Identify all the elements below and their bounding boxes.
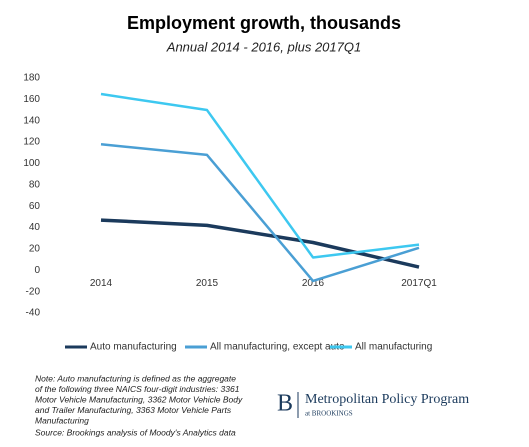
y-tick-label: -20 <box>26 286 41 297</box>
brand-name: Metropolitan Policy Program <box>305 392 469 407</box>
series-line <box>100 142 420 283</box>
note-line: of the following three NAICS four-digit … <box>35 384 240 394</box>
source: Source: Brookings analysis of Moody's An… <box>35 427 236 437</box>
x-tick-label: 2015 <box>196 278 219 289</box>
note-line: Motor Vehicle Manufacturing, 3362 Motor … <box>35 394 243 404</box>
x-tick-label: 2017Q1 <box>401 278 437 289</box>
y-tick-label: 40 <box>29 222 41 233</box>
brand-sub: at BROOKINGS <box>305 410 353 418</box>
note-line: and Trailer Manufacturing, 3363 Motor Ve… <box>35 405 232 415</box>
y-tick-label: 160 <box>23 94 40 105</box>
chart-subtitle: Annual 2014 - 2016, plus 2017Q1 <box>166 39 361 54</box>
x-tick-label: 2016 <box>302 278 325 289</box>
y-tick-label: 100 <box>23 158 40 169</box>
chart-title: Employment growth, thousands <box>127 13 401 33</box>
series-line <box>100 92 420 259</box>
note-line: Manufacturing <box>35 415 89 425</box>
y-tick-label: 0 <box>34 265 40 276</box>
y-tick-label: 20 <box>29 244 41 255</box>
series-line <box>100 218 420 269</box>
y-tick-label: 60 <box>29 201 41 212</box>
note-line: Note: Auto manufacturing is defined as t… <box>35 373 236 383</box>
legend-label: Auto manufacturing <box>90 342 177 353</box>
x-tick-label: 2014 <box>90 278 113 289</box>
y-tick-label: 120 <box>23 137 40 148</box>
y-tick-label: 80 <box>29 179 41 190</box>
y-tick-label: -40 <box>26 308 41 319</box>
y-tick-label: 140 <box>23 115 40 126</box>
brand-letter: B <box>277 391 293 417</box>
y-tick-label: 180 <box>23 73 40 84</box>
legend-label: All manufacturing, except auto <box>210 342 345 353</box>
legend-label: All manufacturing <box>355 342 432 353</box>
